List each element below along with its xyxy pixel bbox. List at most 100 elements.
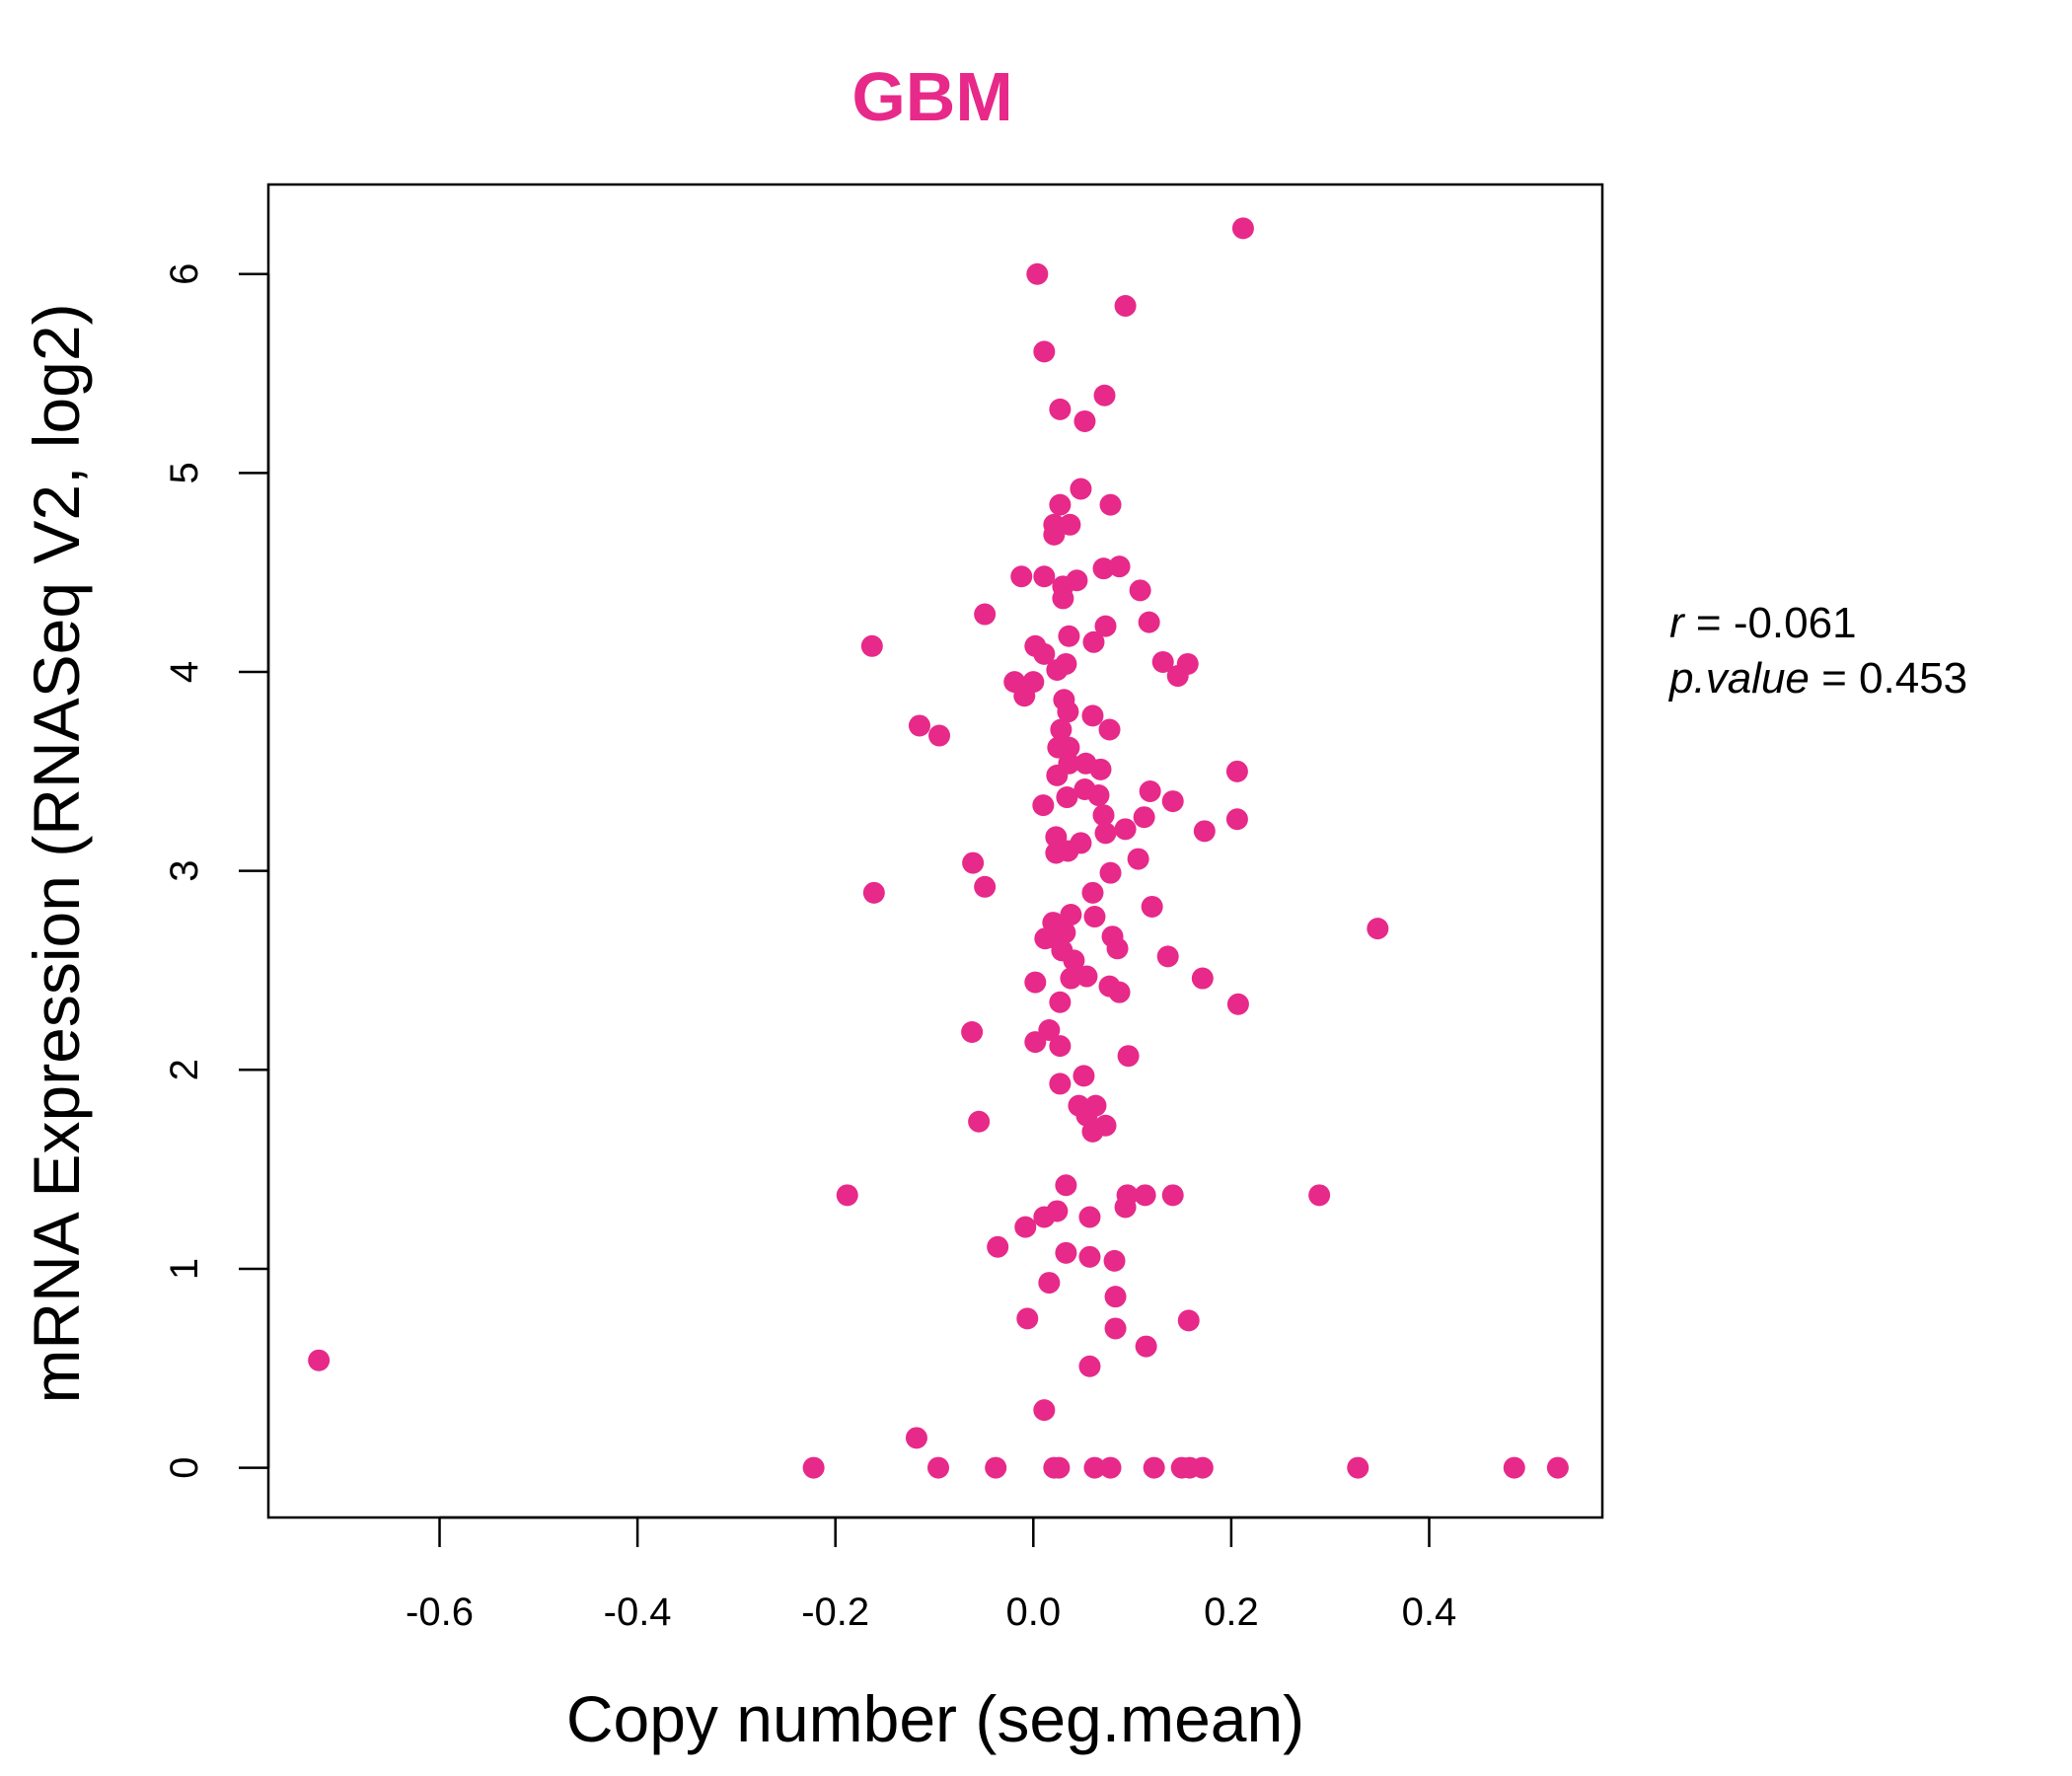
y-tick-label: 0 xyxy=(163,1456,206,1478)
data-point xyxy=(908,714,930,737)
data-point xyxy=(1156,945,1179,968)
data-point xyxy=(1108,981,1131,1003)
data-point xyxy=(1141,895,1163,918)
data-point xyxy=(1073,1065,1095,1087)
r-value: -0.061 xyxy=(1734,599,1857,647)
correlation-stats: r = -0.061 p.value = 0.453 xyxy=(1667,599,1967,703)
data-point xyxy=(802,1456,825,1479)
data-point xyxy=(985,1456,1007,1479)
data-point xyxy=(1114,818,1137,841)
data-point xyxy=(1033,1399,1056,1422)
data-point xyxy=(1139,780,1161,803)
data-point xyxy=(1104,1286,1127,1308)
data-point xyxy=(1094,822,1117,845)
data-point xyxy=(1054,922,1076,944)
x-tick-label: -0.6 xyxy=(406,1591,474,1634)
data-point xyxy=(1050,718,1073,741)
data-point xyxy=(1087,784,1110,807)
y-tick-label: 1 xyxy=(163,1258,206,1280)
x-axis-title: Copy number (seg.mean) xyxy=(566,1682,1304,1755)
x-tick-label: -0.2 xyxy=(801,1591,869,1634)
data-point xyxy=(1026,262,1049,285)
x-tick-label: -0.4 xyxy=(604,1591,672,1634)
data-point xyxy=(1082,630,1105,653)
data-point xyxy=(308,1349,331,1371)
p-label: p.value xyxy=(1667,654,1810,703)
data-point xyxy=(1081,1120,1104,1143)
data-point xyxy=(1108,555,1131,578)
data-point xyxy=(1048,1456,1071,1479)
data-point xyxy=(1059,513,1081,536)
x-axis: -0.6 -0.4 -0.2 0.0 0.2 0.4 xyxy=(406,1516,1457,1634)
data-point xyxy=(928,724,951,747)
data-point xyxy=(1135,1335,1157,1358)
plot-frame xyxy=(266,183,1604,1519)
data-point xyxy=(1014,1216,1037,1238)
data-point xyxy=(1193,820,1216,843)
data-point xyxy=(1129,579,1151,602)
data-point xyxy=(1151,650,1174,673)
data-point xyxy=(1177,1309,1200,1332)
r-label: r xyxy=(1669,599,1686,647)
data-point xyxy=(1046,764,1069,786)
data-point xyxy=(1013,685,1036,707)
data-point xyxy=(862,881,885,904)
data-point xyxy=(1347,1456,1369,1479)
data-point xyxy=(1367,918,1389,940)
data-point xyxy=(961,1020,984,1043)
data-point xyxy=(968,1110,991,1133)
data-point xyxy=(860,634,883,657)
data-point xyxy=(1191,1456,1214,1479)
data-point xyxy=(1024,1031,1047,1054)
data-point xyxy=(1073,409,1096,432)
data-point xyxy=(1049,991,1072,1013)
data-point xyxy=(987,1235,1009,1258)
data-point xyxy=(1058,736,1080,759)
data-point xyxy=(1127,848,1149,870)
data-point xyxy=(1114,1196,1137,1219)
data-point xyxy=(1032,794,1055,817)
y-tick-label: 4 xyxy=(163,661,206,683)
data-point xyxy=(1138,611,1160,633)
data-point xyxy=(1075,965,1098,988)
data-point xyxy=(1099,861,1122,884)
data-point xyxy=(1106,937,1129,960)
data-point xyxy=(1049,1035,1072,1058)
data-point xyxy=(1089,758,1112,780)
data-point xyxy=(1133,806,1155,829)
y-tick-label: 6 xyxy=(163,263,206,285)
data-point xyxy=(1161,1184,1184,1207)
x-tick-label: 0.0 xyxy=(1005,1591,1061,1634)
data-point xyxy=(1081,704,1104,727)
data-point xyxy=(1033,642,1056,665)
x-tick-label: 0.2 xyxy=(1204,1591,1259,1634)
data-point xyxy=(1114,295,1137,318)
x-tick-label: 0.4 xyxy=(1402,1591,1457,1634)
data-point xyxy=(1038,1272,1061,1295)
data-point xyxy=(1117,1045,1140,1068)
data-point xyxy=(836,1184,858,1207)
data-point xyxy=(1024,971,1047,994)
data-point xyxy=(905,1427,927,1449)
data-point xyxy=(1078,1206,1101,1228)
data-point xyxy=(1226,993,1249,1015)
data-point xyxy=(1049,398,1072,420)
data-point xyxy=(1055,1241,1077,1264)
y-axis-title: mRNA Expression (RNASeq V2, log2) xyxy=(20,303,93,1403)
data-point xyxy=(1016,1307,1039,1330)
data-point xyxy=(1143,1456,1165,1479)
data-point xyxy=(1098,718,1121,741)
data-point xyxy=(1033,1206,1056,1228)
data-point xyxy=(1308,1184,1331,1207)
data-point xyxy=(974,875,997,898)
data-point xyxy=(1070,832,1092,854)
y-tick-label: 3 xyxy=(163,860,206,882)
data-point xyxy=(1161,790,1184,813)
data-point xyxy=(1033,340,1056,363)
r-statistic: r = -0.061 xyxy=(1669,599,1857,647)
data-point xyxy=(1083,1456,1106,1479)
data-point xyxy=(927,1456,950,1479)
y-axis: 0 1 2 3 4 5 6 xyxy=(163,263,270,1479)
data-point xyxy=(974,603,997,626)
